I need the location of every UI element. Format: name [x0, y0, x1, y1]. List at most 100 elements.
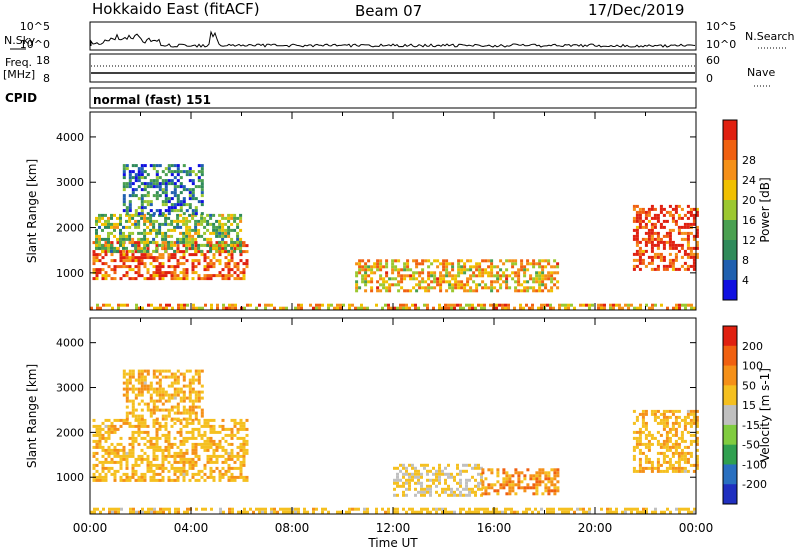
echo-cell	[95, 219, 98, 223]
echo-cell	[481, 480, 485, 484]
echo-cell	[140, 188, 144, 192]
echo-cell	[104, 225, 107, 229]
echo-cell	[671, 454, 675, 458]
echo-cell	[149, 399, 153, 403]
echo-cell	[477, 507, 480, 511]
echo-cell	[108, 507, 111, 511]
echo-cell	[544, 283, 548, 287]
echo-cell	[528, 306, 531, 310]
echo-cell	[131, 439, 135, 443]
echo-cell	[125, 466, 129, 470]
echo-cell	[364, 268, 368, 272]
echo-cell	[435, 484, 438, 488]
echo-cell	[686, 409, 690, 413]
echo-cell	[409, 277, 413, 281]
echo-cell	[475, 289, 479, 293]
echo-cell	[484, 271, 488, 275]
echo-cell	[588, 510, 591, 514]
echo-cell	[239, 454, 243, 458]
echo-cell	[484, 283, 488, 287]
echo-cell	[191, 448, 195, 452]
echo-cell	[204, 507, 207, 511]
echo-cell	[134, 430, 138, 434]
echo-cell	[448, 280, 452, 284]
echo-cell	[502, 274, 506, 278]
echo-cell	[170, 375, 174, 379]
echo-cell	[695, 448, 699, 452]
echo-cell	[119, 454, 123, 458]
echo-cell	[146, 390, 150, 394]
echo-cell	[405, 472, 408, 476]
echo-cell	[161, 414, 165, 418]
echo-cell	[579, 507, 582, 511]
echo-cell	[173, 378, 177, 382]
echo-cell	[227, 225, 231, 229]
echo-cell	[162, 507, 165, 511]
echo-cell	[146, 173, 150, 177]
echo-cell	[638, 436, 642, 440]
echo-cell	[137, 375, 141, 379]
echo-cell	[534, 507, 537, 511]
echo-cell	[230, 475, 234, 479]
echo-cell	[203, 225, 207, 229]
echo-cell	[158, 231, 162, 235]
echo-cell	[131, 375, 135, 379]
echo-cell	[505, 259, 509, 263]
echo-cell	[158, 228, 162, 232]
echo-cell	[221, 472, 225, 476]
echo-cell	[143, 185, 147, 189]
echo-cell	[381, 507, 384, 511]
echo-cell	[659, 469, 663, 473]
echo-cell	[221, 274, 225, 278]
echo-cell	[170, 203, 174, 207]
echo-cell	[230, 442, 234, 446]
echo-cell	[188, 188, 192, 192]
echo-cell	[632, 409, 636, 413]
echo-cell	[644, 460, 648, 464]
echo-cell	[463, 286, 467, 290]
echo-cell	[194, 185, 198, 189]
echo-cell	[671, 433, 675, 437]
echo-cell	[435, 469, 438, 473]
echo-cell	[264, 306, 267, 310]
echo-cell	[653, 466, 657, 470]
echo-cell	[496, 277, 500, 281]
echo-cell	[656, 466, 660, 470]
echo-cell	[502, 486, 506, 490]
echo-cell	[182, 268, 186, 272]
echo-cell	[182, 256, 186, 260]
echo-cell	[212, 427, 216, 431]
echo-cell	[134, 439, 138, 443]
echo-cell	[137, 241, 141, 245]
echo-cell	[122, 170, 126, 174]
echo-cell	[95, 442, 99, 446]
echo-cell	[505, 474, 509, 478]
echo-cell	[152, 451, 156, 455]
echo-cell	[182, 408, 186, 412]
echo-cell	[227, 259, 231, 263]
echo-cell	[155, 375, 159, 379]
echo-cell	[647, 213, 651, 217]
echo-cell	[227, 228, 231, 232]
echo-cell	[442, 262, 446, 266]
echo-cell	[158, 225, 162, 229]
echo-cell	[122, 393, 126, 397]
echo-cell	[134, 378, 138, 382]
echo-cell	[689, 213, 693, 217]
echo-cell	[170, 228, 174, 232]
echo-cell	[92, 472, 96, 476]
echo-cell	[674, 252, 678, 256]
echo-cell	[158, 466, 162, 470]
echo-cell	[110, 241, 114, 245]
echo-cell	[689, 463, 693, 467]
echo-cell	[246, 303, 249, 307]
echo-cell	[140, 197, 144, 201]
echo-cell	[550, 480, 554, 484]
echo-cell	[624, 303, 627, 307]
echo-cell	[137, 268, 141, 272]
echo-cell	[197, 405, 201, 409]
echo-cell	[420, 510, 423, 514]
echo-cell	[104, 448, 108, 452]
echo-cell	[101, 421, 105, 425]
echo-cell	[182, 451, 186, 455]
